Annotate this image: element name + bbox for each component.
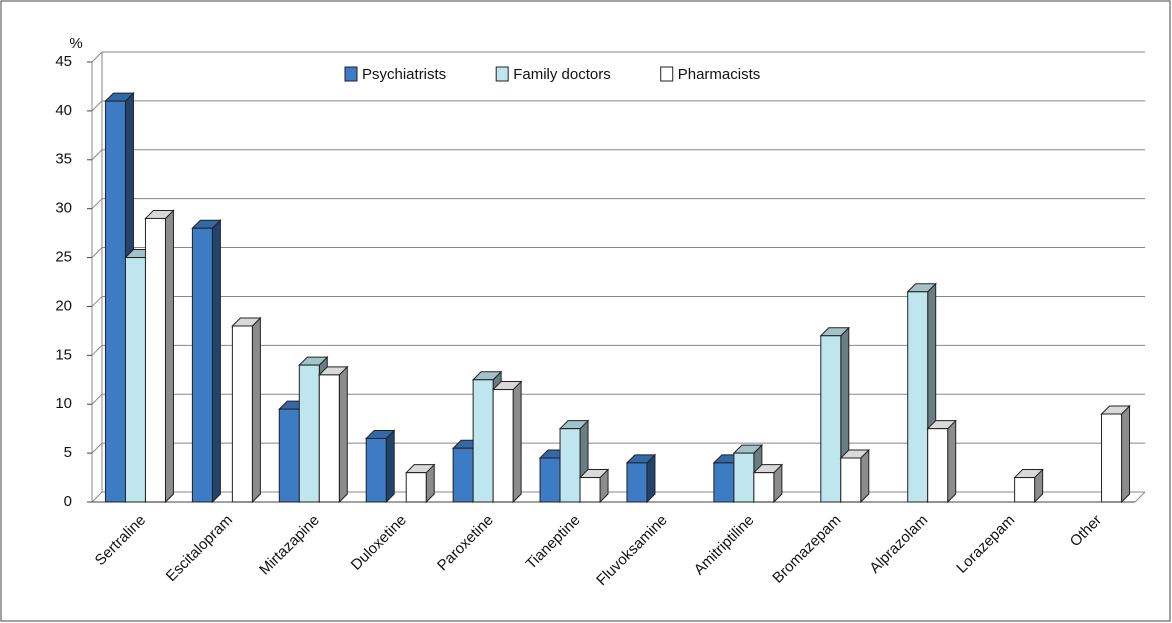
floor-edge: [1134, 491, 1146, 503]
y-tick-label: 10: [55, 395, 72, 412]
y-tick-label: 20: [55, 297, 72, 314]
grid-diagonal: [91, 393, 103, 405]
bar: [753, 472, 775, 503]
bar: [539, 457, 561, 503]
bar: [452, 447, 474, 503]
bar-side: [860, 448, 870, 504]
legend-label: Pharmacists: [678, 66, 761, 83]
bar: [318, 374, 340, 503]
bar: [472, 379, 494, 503]
y-tick-label: 0: [64, 493, 72, 510]
x-tick-label: Sertraline: [92, 512, 149, 569]
x-tick-label: Tianeptine: [523, 512, 584, 573]
bar: [626, 462, 648, 503]
y-tick-label: 30: [55, 200, 72, 217]
y-tick-label: 40: [55, 102, 72, 119]
bar: [1101, 413, 1123, 503]
y-tick-label: 35: [55, 151, 72, 168]
bar: [733, 452, 755, 503]
bar: [907, 291, 929, 503]
bar: [579, 477, 601, 503]
grid-diagonal: [91, 149, 103, 161]
legend-label: Psychiatrists: [362, 66, 446, 83]
grid-diagonal: [91, 100, 103, 112]
bar: [365, 437, 387, 503]
bar: [492, 389, 514, 503]
bar: [840, 457, 862, 503]
x-tick-label: Mirtazapine: [256, 512, 323, 579]
bar-side: [211, 219, 221, 504]
x-tick-label: Other: [1067, 512, 1106, 551]
grid-diagonal: [91, 296, 103, 307]
bar-side: [947, 419, 957, 504]
grid-diagonal: [91, 51, 103, 63]
bar: [124, 257, 146, 503]
bar: [559, 428, 581, 503]
grid-diagonal: [91, 442, 103, 454]
bar-side: [251, 316, 261, 504]
bar-side: [385, 429, 395, 504]
bar: [104, 100, 126, 503]
x-tick-label: Fluvoksamine: [593, 512, 670, 589]
bar: [144, 217, 166, 503]
x-tick-label: Lorazepam: [953, 512, 1018, 577]
x-tick-label: Amitriptiline: [691, 512, 758, 579]
legend-swatch: [660, 66, 674, 82]
bar: [713, 462, 735, 503]
bar: [278, 408, 300, 503]
bar: [405, 472, 427, 503]
bar-side: [164, 209, 174, 504]
x-tick-label: Duloxetine: [348, 512, 410, 574]
bar: [191, 227, 213, 503]
x-tick-label: Alprazolam: [866, 512, 931, 577]
x-tick-label: Escitalopram: [163, 512, 236, 585]
bar-side: [338, 365, 348, 504]
bar: [1014, 477, 1036, 503]
bar: [298, 364, 320, 503]
legend-swatch: [344, 66, 358, 82]
x-tick-label: Paroxetine: [434, 512, 497, 575]
y-tick-label: 45: [55, 53, 72, 70]
grid-diagonal: [91, 198, 103, 210]
bar: [231, 325, 253, 503]
bar-side: [512, 380, 522, 504]
grid-diagonal: [91, 491, 103, 503]
y-tick-label: 25: [55, 249, 72, 266]
y-tick-label: 15: [55, 346, 72, 363]
bar-side: [1121, 404, 1131, 504]
legend-label: Family doctors: [513, 66, 611, 83]
y-axis-label: %: [69, 35, 82, 52]
grid-diagonal: [91, 247, 103, 258]
legend-swatch: [495, 66, 509, 82]
bar: [927, 428, 949, 503]
x-tick-label: Bromazepam: [769, 512, 844, 587]
y-tick-label: 5: [64, 444, 72, 461]
bar: [820, 335, 842, 503]
grid-diagonal: [91, 344, 103, 356]
